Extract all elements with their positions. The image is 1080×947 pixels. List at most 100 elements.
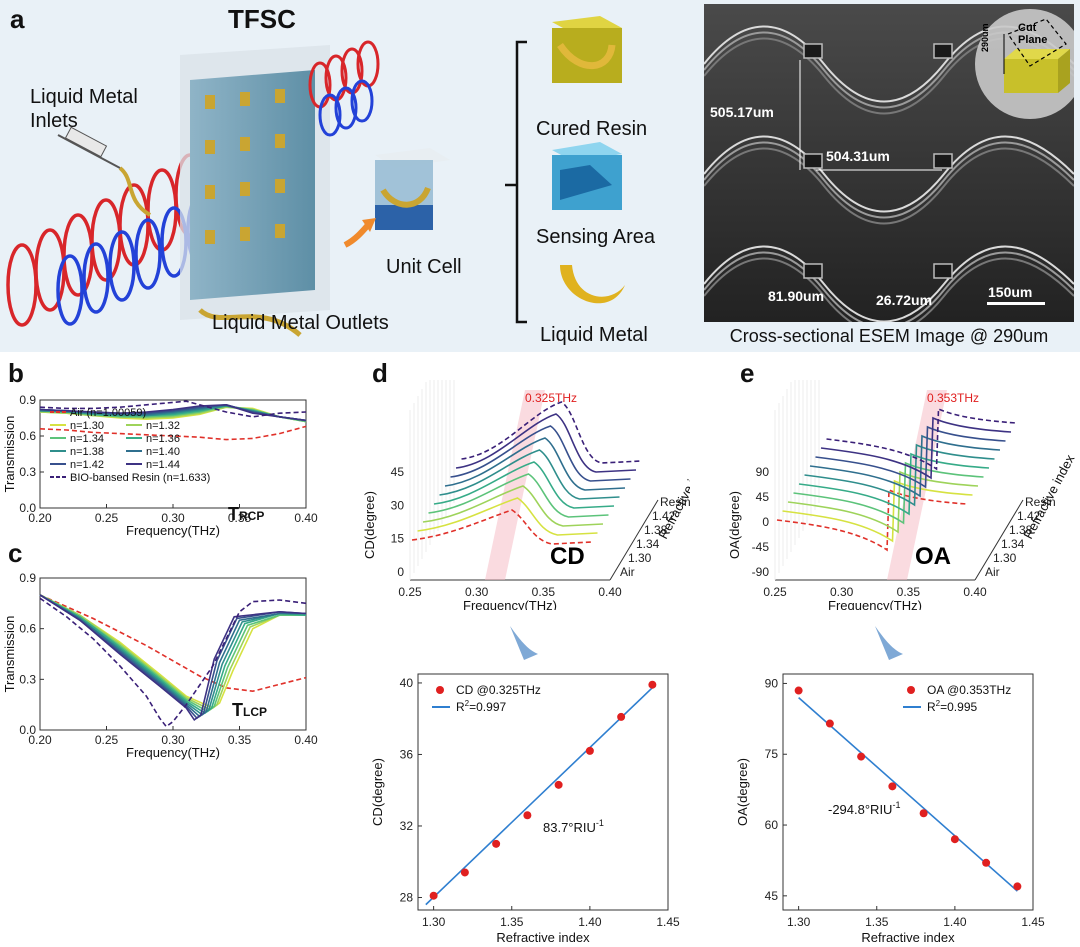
series-line <box>787 470 979 534</box>
legend-entry: n=1.42 <box>70 459 104 471</box>
series-line <box>461 401 642 464</box>
y-tick-label: 32 <box>400 819 414 833</box>
panel-label-c: c <box>8 538 23 568</box>
x-tick-label: 0.20 <box>28 511 52 525</box>
data-point <box>1013 882 1022 891</box>
panel-label-b: b <box>8 358 24 388</box>
depth-tick-label: 1.30 <box>993 551 1017 565</box>
series-line <box>39 594 307 693</box>
y-axis-label: Transmission <box>2 416 17 493</box>
big-label: CD <box>550 543 585 570</box>
cut-plane-label: Cut Plane <box>1018 22 1048 46</box>
y-tick-label: 0.0 <box>19 501 36 515</box>
inlets-label: Liquid Metal Inlets <box>30 86 138 132</box>
syringe-icon <box>57 126 152 217</box>
unit-cell-label: Unit Cell <box>386 256 462 278</box>
legend-entry: BIO-bansed Resin (n=1.633) <box>70 472 210 484</box>
y-axis-label: Transmission <box>2 616 17 693</box>
x-tick-label: 0.40 <box>294 733 318 747</box>
y-tick-label: 0 <box>762 515 769 529</box>
y-tick-label: 90 <box>756 465 770 479</box>
series-line <box>798 452 990 516</box>
depth-tick-label: Air <box>620 565 635 579</box>
y-tick-label: 90 <box>765 676 779 690</box>
sem-width-1: 81.90um <box>768 288 825 304</box>
x-tick-label: 0.35 <box>228 511 252 525</box>
series-line <box>455 413 637 473</box>
y-tick-label: 40 <box>400 676 414 690</box>
y-tick-label: 45 <box>756 490 770 504</box>
x-tick-label: 0.30 <box>465 585 489 599</box>
x-tick-label: 0.25 <box>95 733 119 747</box>
x-tick-label: 1.30 <box>422 915 446 929</box>
series-line <box>826 407 1017 471</box>
series-line <box>809 434 1001 498</box>
depth-label: 290um <box>980 23 990 52</box>
device-title: TFSC <box>228 4 296 34</box>
data-point <box>492 839 501 848</box>
sem-image: 505.17um 504.31um 81.90um 26.72um 150um … <box>704 4 1074 322</box>
y-axis-label: CD(degree) <box>362 491 377 559</box>
bracket <box>505 40 527 324</box>
cured-resin-icon <box>552 16 622 83</box>
depth-tick-label: 1.30 <box>628 551 652 565</box>
series-line <box>39 403 307 422</box>
chart-c-annotation: TLCP <box>232 700 267 720</box>
data-point <box>888 782 897 791</box>
depth-tick-label: 1.38 <box>644 523 668 537</box>
x-tick-label: 0.25 <box>95 511 119 525</box>
y-tick-label: 45 <box>391 465 405 479</box>
legend-entry: n=1.30 <box>70 420 104 432</box>
y-tick-label: 0 <box>397 565 404 579</box>
depth-axis <box>974 499 1024 581</box>
legend-entry: n=1.44 <box>146 459 180 471</box>
legend-fit: R2=0.995 <box>927 699 977 714</box>
sem-wave-rows <box>704 25 1074 322</box>
data-point <box>950 835 959 844</box>
data-point <box>794 686 803 695</box>
data-point <box>648 680 657 689</box>
sem-period-horizontal: 504.31um <box>826 148 890 164</box>
data-point <box>919 809 928 818</box>
legend-entry: n=1.36 <box>146 433 180 445</box>
series-line <box>39 594 307 722</box>
series-line <box>417 497 598 536</box>
x-axis-label: Frequency(THz) <box>828 598 922 610</box>
panel-label-d: d <box>372 358 388 388</box>
series-line <box>428 473 609 518</box>
sem-cells <box>803 43 953 279</box>
y-tick-label: 30 <box>391 498 405 512</box>
x-axis-label: Frequency(THz) <box>126 523 220 538</box>
y-tick-label: -45 <box>752 540 770 554</box>
sem-period-vertical: 505.17um <box>710 104 774 120</box>
series-line <box>39 400 307 418</box>
series-line <box>439 449 620 500</box>
outlets-label: Liquid Metal Outlets <box>212 312 389 334</box>
series-line <box>411 509 593 545</box>
fit-line <box>798 697 1018 892</box>
part-label-liquid-metal: Liquid Metal <box>540 324 648 346</box>
legend-entry: n=1.32 <box>146 420 180 432</box>
x-tick-label: 0.25 <box>398 585 422 599</box>
x-tick-label: 0.35 <box>897 585 921 599</box>
arrow-icon <box>343 223 371 248</box>
y-tick-label: 15 <box>391 532 405 546</box>
legend-entry: Air (n=1.00059) <box>70 407 146 419</box>
series-line <box>820 416 1012 480</box>
panel-label-a: a <box>10 4 25 34</box>
chart-c: 0.20 0.25 0.30 0.35 0.40 0.0 0.3 0.6 0.9 Frequenc… <box>2 571 318 760</box>
x-tick-label: 1.35 <box>865 915 889 929</box>
arrow-down-icon <box>875 626 903 660</box>
series-line <box>782 479 973 543</box>
depth-tick-label: 1.34 <box>636 537 660 551</box>
x-tick-label: 1.40 <box>578 915 602 929</box>
y-tick-label: 0.6 <box>19 622 36 636</box>
x-axis-label: Frequency(THz) <box>463 598 557 610</box>
y-axis-label: OA(degree) <box>727 491 742 559</box>
x-axis-label: Refractive index <box>496 930 590 944</box>
series-line <box>433 461 615 509</box>
sem-illustration <box>704 4 1074 322</box>
blue-helix-out <box>318 79 374 137</box>
depth-tick-label: 1.38 <box>1009 523 1033 537</box>
series-line <box>793 461 984 525</box>
